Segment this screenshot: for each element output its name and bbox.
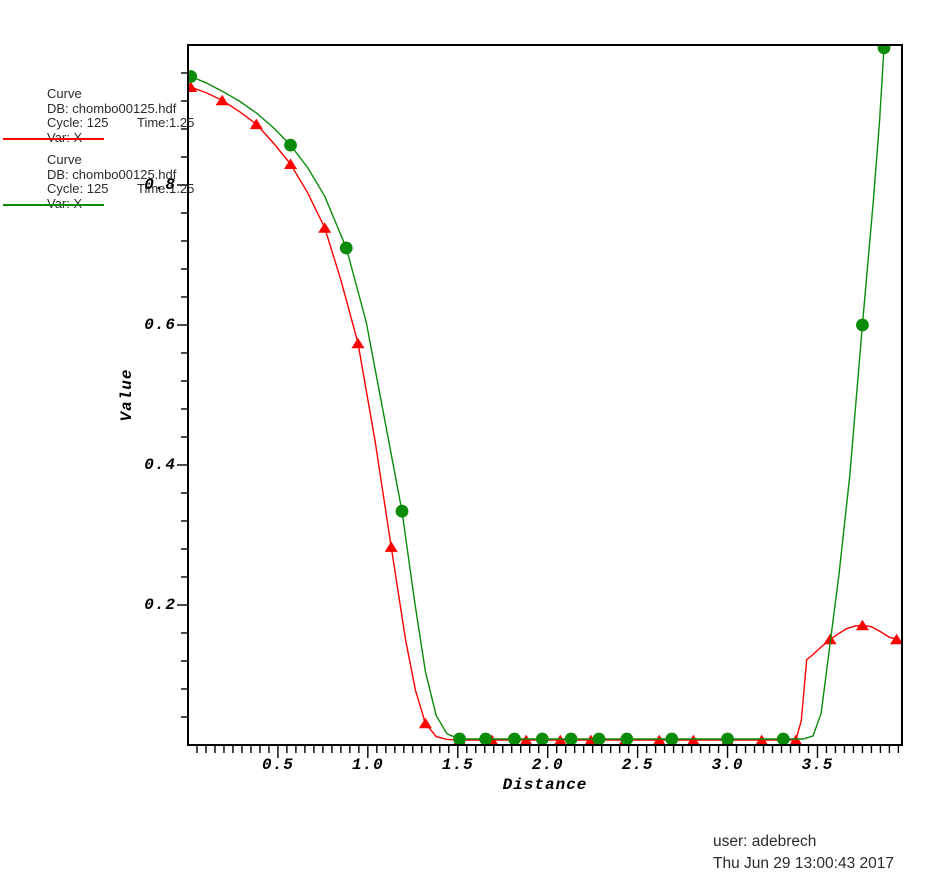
legend-cycle-time-row: Cycle: 125 Time:1.25 (47, 115, 217, 131)
circle-marker (187, 70, 198, 83)
circle-marker (535, 732, 549, 746)
session-info: user: adebrech Thu Jun 29 13:00:43 2017 (713, 831, 894, 875)
legend-cycle-time-row: Cycle: 125 Time:1.25 (47, 181, 217, 197)
x-tick-label: 2.5 (621, 756, 654, 774)
legend-title: Curve (47, 152, 82, 167)
green-curve-line (190, 47, 885, 740)
y-tick-label: 0.2 (144, 596, 176, 614)
circle-marker (592, 732, 606, 746)
triangle-marker (351, 337, 365, 349)
circle-marker (395, 504, 409, 518)
x-tick-label: 0.5 (262, 756, 294, 774)
red-curve-line (190, 86, 902, 741)
triangle-marker (519, 734, 533, 746)
x-tick-label: 2.0 (531, 756, 564, 774)
circle-marker (479, 732, 493, 746)
circle-marker (453, 732, 466, 746)
legend-var: Var: X (47, 195, 83, 211)
y-axis-title: Value (118, 368, 136, 422)
triangle-marker (384, 541, 398, 552)
circle-marker (508, 732, 521, 746)
triangle-marker (318, 222, 332, 233)
triangle-marker (855, 619, 869, 631)
x-tick-label: 1.5 (441, 756, 474, 774)
x-tick-label: 3.0 (711, 756, 744, 774)
user-label: user: adebrech (713, 833, 817, 850)
circle-marker (339, 241, 353, 255)
legend-time: Time:1.25 (137, 181, 195, 196)
circle-marker (284, 138, 297, 152)
legend-title: Curve (47, 86, 82, 101)
triangle-marker (553, 734, 567, 746)
legend-var: Var: X (47, 129, 83, 145)
circle-marker (776, 732, 790, 746)
triangle-marker (789, 734, 803, 746)
circle-marker (620, 732, 634, 746)
legend-entry-red: Curve DB: chombo00125.hdf Cycle: 125 Tim… (47, 86, 217, 145)
legend-time: Time:1.25 (137, 115, 195, 130)
x-tick-label: 1.0 (351, 756, 384, 774)
circle-marker (721, 732, 734, 746)
circle-marker (877, 44, 891, 55)
triangle-marker (249, 118, 263, 130)
triangle-marker (284, 158, 298, 169)
y-tick-label: 0.4 (144, 456, 176, 474)
legend-cycle: Cycle: 125 (47, 181, 109, 196)
timestamp-label: Thu Jun 29 13:00:43 2017 (713, 855, 894, 872)
circle-marker (856, 318, 869, 332)
triangle-marker (652, 734, 666, 746)
y-tick-label: 0.8 (144, 176, 176, 194)
circle-marker (564, 732, 578, 746)
triangle-marker (418, 717, 432, 729)
legend-db: DB: chombo00125.hdf (47, 100, 177, 116)
y-tick-label: 0.6 (144, 316, 176, 334)
x-axis-title: Distance (502, 776, 588, 794)
triangle-marker (755, 734, 769, 746)
legend-cycle: Cycle: 125 (47, 115, 109, 130)
triangle-marker (686, 734, 700, 746)
legend-line-sample-red (3, 138, 104, 140)
plot-border (187, 44, 903, 746)
triangle-marker (215, 94, 229, 106)
circle-marker (665, 732, 679, 746)
legend-line-sample-green (3, 204, 104, 206)
legend-entry-green: Curve DB: chombo00125.hdf Cycle: 125 Tim… (47, 152, 217, 211)
legend-db: DB: chombo00125.hdf (47, 166, 177, 182)
triangle-marker (890, 633, 904, 645)
triangle-marker (187, 81, 198, 92)
x-tick-label: 3.5 (801, 756, 834, 774)
